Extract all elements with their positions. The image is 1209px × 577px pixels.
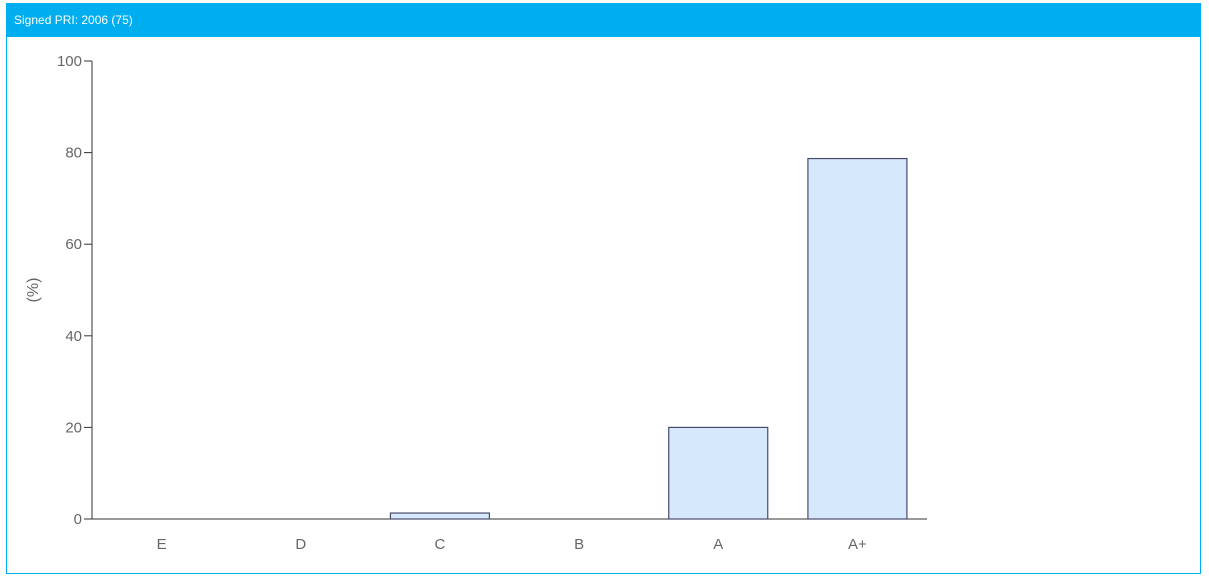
x-tick-label: E — [157, 536, 167, 553]
bar-a[interactable] — [668, 426, 769, 520]
x-tick-label: A — [713, 536, 723, 553]
y-tick-label: 0 — [74, 511, 82, 528]
bar-a-plus[interactable] — [807, 157, 908, 520]
y-tick-label: 40 — [65, 328, 82, 345]
x-tick-label: C — [434, 536, 445, 553]
y-tick-label: 100 — [57, 53, 82, 70]
x-axis: E D C B A A+ — [92, 518, 927, 553]
chart-panel: Signed PRI: 2006 (75) — [6, 3, 1201, 574]
y-tick-label: 80 — [65, 145, 82, 162]
bar-c[interactable] — [389, 512, 491, 520]
panel-header: Signed PRI: 2006 (75) — [7, 4, 1200, 37]
bars — [389, 157, 908, 520]
x-tick-label: A+ — [848, 536, 867, 553]
y-axis: 0 20 40 60 80 100 — [57, 53, 93, 528]
x-tick-label: B — [574, 536, 584, 553]
x-tick-label: D — [295, 536, 306, 553]
y-tick-label: 20 — [65, 419, 82, 436]
y-axis-title: (%) — [25, 278, 42, 303]
y-tick-label: 60 — [65, 236, 82, 253]
